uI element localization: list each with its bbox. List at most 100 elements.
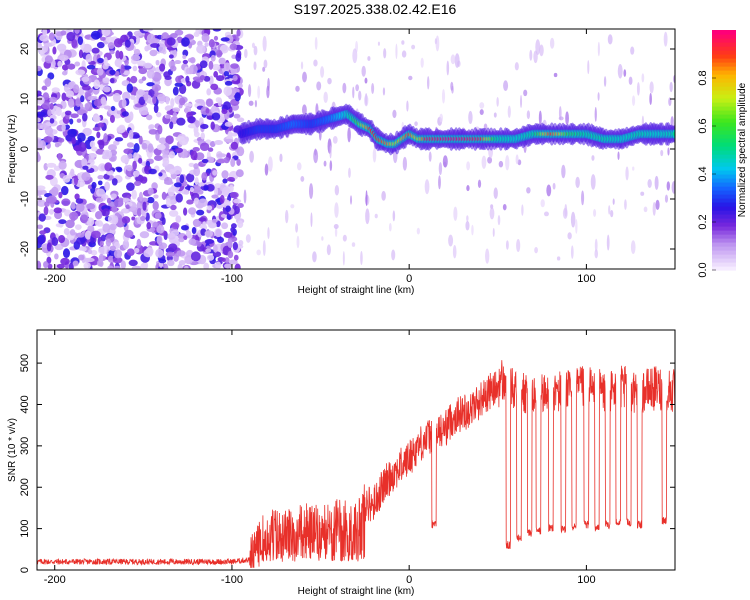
colorbar-cell xyxy=(712,70,736,75)
colorbar-cell xyxy=(712,106,736,111)
noise-blob xyxy=(58,191,63,199)
noise-blob xyxy=(93,79,101,90)
noise-blob xyxy=(110,78,115,84)
signal-streak xyxy=(352,86,355,99)
noise-blob xyxy=(37,117,41,123)
noise-blob xyxy=(61,185,69,196)
signal-streak xyxy=(372,148,377,163)
colorbar-cell xyxy=(712,94,736,99)
noise-blob xyxy=(148,124,155,130)
noise-blob xyxy=(199,75,206,81)
noise-blob xyxy=(133,48,141,56)
noise-blob xyxy=(109,50,115,55)
signal-streak xyxy=(249,150,254,163)
noise-blob xyxy=(55,223,64,228)
signal-streak xyxy=(320,66,325,78)
signal-streak xyxy=(244,48,248,59)
noise-blob xyxy=(184,255,194,265)
signal-streak xyxy=(247,84,252,98)
signal-streak xyxy=(587,60,590,75)
noise-blob xyxy=(87,135,95,142)
noise-blob xyxy=(213,35,219,41)
noise-blob xyxy=(174,147,183,154)
signal-streak xyxy=(313,149,319,164)
noise-blob xyxy=(222,178,228,184)
noise-blob xyxy=(37,139,43,148)
signal-streak xyxy=(361,65,366,77)
noise-blob xyxy=(156,93,166,102)
noise-blob xyxy=(147,187,154,196)
noise-blob xyxy=(137,90,146,96)
noise-blob xyxy=(75,97,81,107)
noise-blob xyxy=(161,191,167,200)
noise-blob xyxy=(97,246,108,255)
signal-streak xyxy=(342,82,347,94)
signal-streak xyxy=(608,205,611,215)
signal-streak xyxy=(570,245,574,259)
noise-blob xyxy=(192,146,200,152)
noise-blob xyxy=(156,224,165,234)
signal-streak xyxy=(251,42,255,49)
signal-streak xyxy=(297,162,302,171)
noise-blob xyxy=(219,44,229,54)
noise-blob xyxy=(123,229,134,238)
noise-blob xyxy=(171,230,180,236)
noise-blob xyxy=(226,176,235,182)
signal-streak xyxy=(342,234,347,242)
signal-streak xyxy=(520,95,523,108)
noise-blob xyxy=(228,259,238,265)
noise-blob xyxy=(224,121,233,127)
noise-blob xyxy=(138,191,143,202)
noise-blob xyxy=(95,197,104,203)
signal-streak xyxy=(526,187,531,194)
signal-streak xyxy=(581,190,585,206)
noise-blob xyxy=(98,253,104,263)
noise-blob xyxy=(168,151,176,159)
colorbar-cell xyxy=(712,218,736,223)
signal-streak xyxy=(493,187,498,199)
snr-ytick-label: 500 xyxy=(19,354,31,372)
signal-streak xyxy=(628,76,633,85)
noise-blob xyxy=(103,56,108,66)
noise-blob xyxy=(70,113,79,119)
noise-blob xyxy=(43,136,53,143)
noise-blob xyxy=(111,178,118,186)
noise-blob xyxy=(158,43,166,54)
spectrogram-xlabel: Height of straight line (km) xyxy=(298,285,415,296)
signal-streak xyxy=(561,164,566,179)
signal-streak xyxy=(597,92,600,101)
noise-blob xyxy=(142,29,153,32)
noise-blob xyxy=(130,75,138,84)
noise-blob xyxy=(218,57,226,65)
noise-blob xyxy=(152,201,159,211)
noise-blob xyxy=(90,249,98,256)
noise-blob xyxy=(37,95,45,105)
noise-blob xyxy=(203,75,211,82)
noise-blob xyxy=(201,33,210,43)
noise-blob xyxy=(44,201,50,207)
snr-xtick-label: 100 xyxy=(577,574,595,586)
noise-blob xyxy=(150,38,160,44)
noise-blob xyxy=(165,96,170,105)
noise-blob xyxy=(61,92,67,102)
noise-blob xyxy=(165,114,171,119)
signal-streak xyxy=(625,166,629,181)
noise-blob xyxy=(231,54,237,60)
noise-blob xyxy=(162,157,170,166)
colorbar-cell xyxy=(712,62,736,67)
noise-blob xyxy=(92,127,101,132)
signal-streak xyxy=(543,211,549,217)
colorbar-cell xyxy=(712,210,736,215)
noise-blob xyxy=(175,215,182,223)
signal-streak xyxy=(450,81,454,91)
signal-streak xyxy=(666,181,671,191)
noise-blob xyxy=(171,222,180,230)
noise-blob xyxy=(216,159,226,164)
noise-blob xyxy=(206,88,212,96)
noise-blob xyxy=(190,150,198,161)
noise-blob xyxy=(115,50,121,59)
signal-streak xyxy=(310,212,313,228)
noise-blob xyxy=(225,205,231,212)
colorbar-cell xyxy=(712,98,736,103)
noise-blob xyxy=(214,186,219,197)
